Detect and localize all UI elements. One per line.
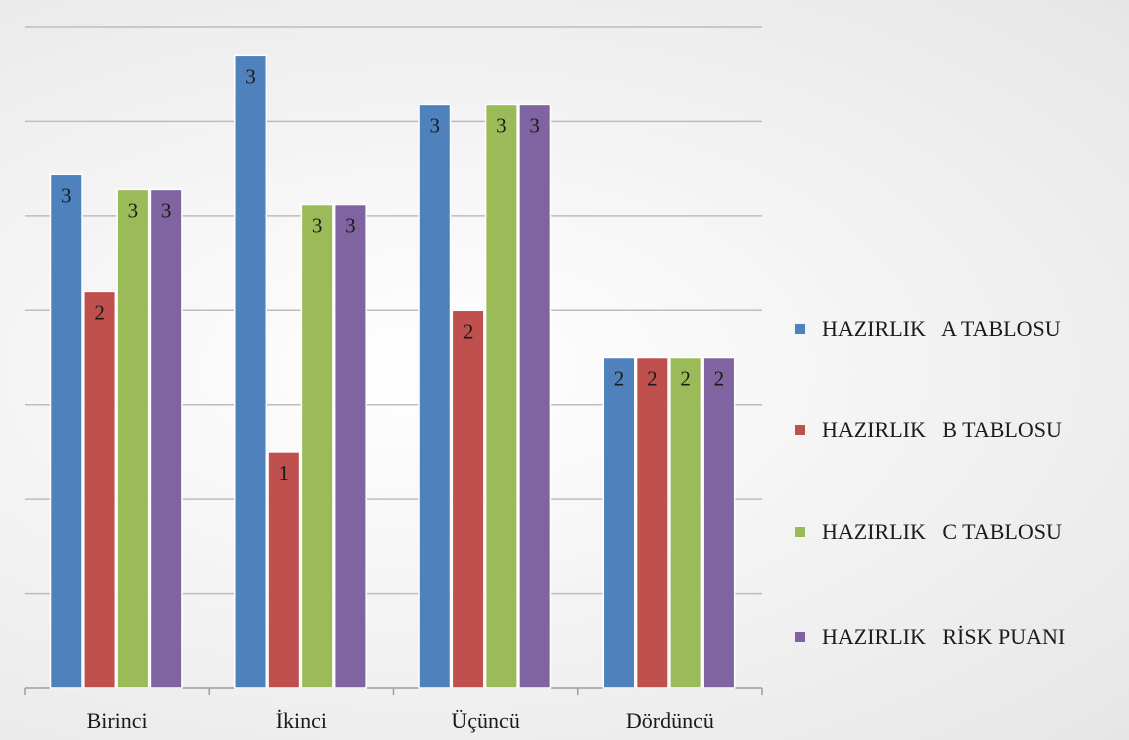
data-label: 3: [161, 198, 172, 222]
bar: [149, 188, 183, 689]
bar: [418, 103, 452, 689]
data-label: 3: [128, 198, 139, 222]
data-label: 1: [279, 461, 290, 485]
bar: [333, 203, 367, 689]
bar: [234, 54, 268, 689]
data-label: 2: [614, 367, 625, 391]
bar: [83, 290, 117, 689]
data-label: 2: [463, 319, 474, 343]
category-label: İkinci: [276, 708, 327, 733]
legend-label: HAZIRLIK A TABLOSU: [822, 316, 1061, 341]
data-label: 3: [529, 113, 540, 137]
bar: [267, 451, 301, 689]
bar: [451, 309, 485, 689]
data-label: 2: [647, 367, 658, 391]
x-axis: [24, 687, 763, 695]
legend-label: HAZIRLIK C TABLOSU: [822, 519, 1062, 544]
legend-label: HAZIRLIK B TABLOSU: [822, 417, 1062, 442]
bar: [602, 356, 636, 689]
data-label: 2: [680, 367, 691, 391]
data-label: 3: [245, 64, 256, 88]
data-label: 3: [312, 214, 323, 238]
data-label: 2: [94, 300, 105, 324]
bar: [484, 103, 518, 689]
legend-swatch: [795, 527, 805, 537]
legend-swatch: [795, 425, 805, 435]
bar: [116, 188, 150, 689]
category-label: Birinci: [87, 708, 148, 733]
bar: [669, 356, 703, 689]
legend-label: HAZIRLIK RİSK PUANI: [822, 624, 1065, 649]
bar: [702, 356, 736, 689]
data-label: 3: [496, 113, 507, 137]
bar: [635, 356, 669, 689]
category-label: Dördüncü: [626, 708, 714, 733]
data-label: 2: [714, 367, 725, 391]
data-label: 3: [345, 214, 356, 238]
category-label: Üçüncü: [451, 708, 519, 733]
legend-swatch: [795, 324, 805, 334]
data-label: 3: [430, 113, 441, 137]
data-label: 3: [61, 183, 72, 207]
bar: [300, 203, 334, 689]
legend-swatch: [795, 632, 805, 642]
legend: HAZIRLIK A TABLOSU HAZIRLIK B TABLOSU HAZI…: [795, 316, 1065, 649]
bar: [518, 103, 552, 689]
bar: [49, 173, 83, 689]
